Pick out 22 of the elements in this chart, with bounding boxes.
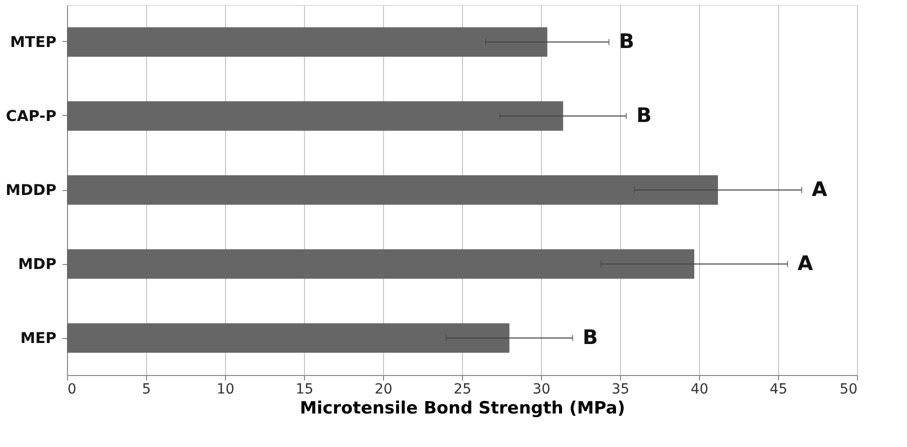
- annotation: B: [636, 103, 652, 127]
- x-tick-label: 5: [142, 382, 151, 398]
- annotation: B: [618, 29, 634, 53]
- x-tick-label: 35: [612, 382, 630, 398]
- x-tick-label: 0: [68, 382, 76, 398]
- x-tick-label: 40: [690, 382, 708, 398]
- y-tick-label: CAP-P: [6, 107, 56, 125]
- x-tick-label: 30: [532, 382, 550, 398]
- x-tick-label: 10: [216, 382, 234, 398]
- x-tick-label: 50: [840, 382, 858, 398]
- y-tick-label: MTEP: [10, 33, 56, 51]
- x-tick-label: 20: [374, 382, 392, 398]
- x-tick-label: 25: [454, 382, 472, 398]
- y-tick-label: MDDP: [6, 181, 56, 199]
- annotation: A: [797, 251, 814, 275]
- x-axis-title: Microtensile Bond Strength (MPa): [300, 398, 626, 418]
- x-tick-label: 45: [770, 382, 788, 398]
- y-tick-label: MDP: [18, 255, 57, 273]
- annotation: B: [582, 325, 598, 349]
- y-tick-label: MEP: [20, 329, 56, 347]
- x-tick-label: 15: [296, 382, 314, 398]
- annotation: A: [812, 177, 828, 201]
